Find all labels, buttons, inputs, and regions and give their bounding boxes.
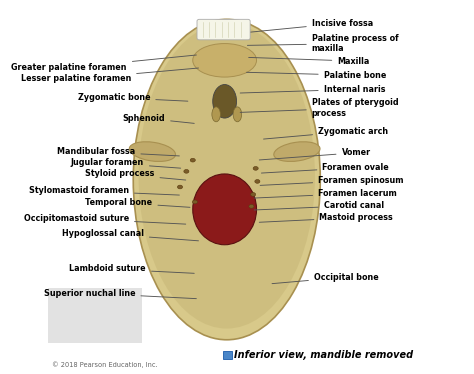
Text: Plates of pterygoid
process: Plates of pterygoid process	[240, 98, 399, 118]
Ellipse shape	[190, 158, 195, 162]
Ellipse shape	[233, 107, 242, 122]
FancyBboxPatch shape	[197, 19, 250, 40]
Text: Palatine bone: Palatine bone	[246, 71, 386, 80]
Ellipse shape	[249, 205, 254, 208]
Text: Occipital bone: Occipital bone	[272, 273, 379, 283]
Ellipse shape	[255, 180, 260, 183]
Text: Stylomastoid foramen: Stylomastoid foramen	[29, 186, 179, 195]
Ellipse shape	[193, 174, 256, 245]
Ellipse shape	[129, 142, 175, 162]
Text: © 2018 Pearson Education, Inc.: © 2018 Pearson Education, Inc.	[53, 361, 158, 368]
Text: Zygomatic bone: Zygomatic bone	[78, 93, 188, 102]
Text: Zygomatic arch: Zygomatic arch	[264, 127, 388, 139]
Ellipse shape	[177, 185, 182, 189]
Text: Temporal bone: Temporal bone	[85, 198, 190, 207]
Text: Jugular foramen: Jugular foramen	[71, 158, 181, 168]
Bar	[48, 288, 142, 343]
Ellipse shape	[184, 169, 189, 173]
Text: Superior nuchal line: Superior nuchal line	[44, 289, 196, 299]
Text: Incisive fossa: Incisive fossa	[251, 19, 373, 32]
Text: Foramen ovale: Foramen ovale	[262, 163, 389, 173]
Text: Internal naris: Internal naris	[240, 85, 385, 94]
Ellipse shape	[138, 23, 315, 329]
Text: Mandibular fossa: Mandibular fossa	[57, 147, 179, 156]
Text: Styloid process: Styloid process	[85, 169, 186, 180]
Text: Lesser palatine foramen: Lesser palatine foramen	[21, 68, 199, 83]
Ellipse shape	[192, 200, 198, 204]
Text: Hypoglossal canal: Hypoglossal canal	[62, 229, 199, 241]
Bar	[222, 351, 232, 359]
Text: Carotid canal: Carotid canal	[254, 201, 384, 210]
Text: Sphenoid: Sphenoid	[122, 114, 194, 123]
Ellipse shape	[253, 166, 258, 170]
Text: Occipitomastoid suture: Occipitomastoid suture	[24, 214, 186, 224]
Ellipse shape	[274, 142, 320, 162]
Text: Inferior view, mandible removed: Inferior view, mandible removed	[235, 350, 413, 361]
Text: Vomer: Vomer	[259, 148, 371, 160]
Text: Foramen lacerum: Foramen lacerum	[254, 189, 397, 198]
Ellipse shape	[193, 43, 256, 77]
Text: Lambdoid suture: Lambdoid suture	[69, 264, 194, 273]
Text: Palatine process of
maxilla: Palatine process of maxilla	[247, 34, 399, 53]
Ellipse shape	[212, 107, 220, 122]
Text: Greater palatine foramen: Greater palatine foramen	[11, 55, 196, 72]
Ellipse shape	[133, 19, 320, 340]
Ellipse shape	[213, 85, 237, 118]
Ellipse shape	[251, 193, 255, 196]
Text: Mastoid process: Mastoid process	[259, 213, 393, 222]
Text: Maxilla: Maxilla	[249, 56, 370, 65]
Text: Foramen spinosum: Foramen spinosum	[260, 176, 404, 186]
